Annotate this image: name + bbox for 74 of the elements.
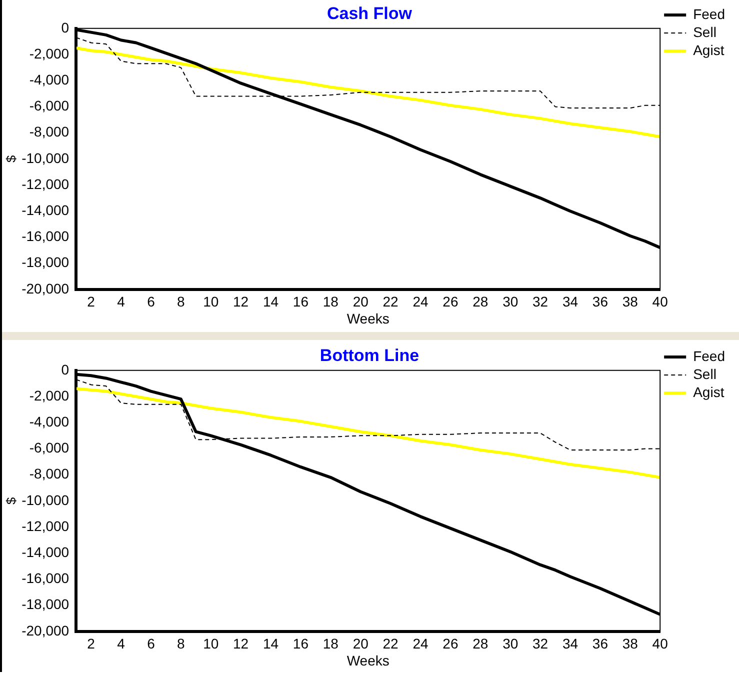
legend-label: Feed xyxy=(693,6,726,22)
y-tick-label: -18,000 xyxy=(22,596,70,612)
x-axis-title: Weeks xyxy=(346,652,390,668)
x-tick-label: 30 xyxy=(502,636,518,652)
x-tick-label: 16 xyxy=(292,636,309,652)
x-tick-label: 2 xyxy=(87,294,96,310)
x-tick-label: 2 xyxy=(87,636,96,652)
x-tick-label: 24 xyxy=(412,636,428,652)
x-tick-label: 36 xyxy=(592,636,608,652)
y-tick-label: -10,000 xyxy=(22,492,70,508)
x-tick-label: 20 xyxy=(352,294,369,310)
y-tick-label: -8,000 xyxy=(29,466,70,482)
y-tick-label: -10,000 xyxy=(22,150,70,166)
x-tick-label: 22 xyxy=(382,636,399,652)
y-tick-label: -4,000 xyxy=(29,413,70,430)
x-tick-label: 10 xyxy=(203,636,219,652)
y-tick-label: 0 xyxy=(61,19,70,36)
x-tick-label: 28 xyxy=(472,636,488,652)
y-tick-label: 0 xyxy=(61,361,70,378)
x-tick-label: 36 xyxy=(592,294,608,310)
legend-label: Agist xyxy=(693,384,724,400)
x-tick-label: 32 xyxy=(532,636,548,652)
x-tick-label: 14 xyxy=(262,636,279,652)
y-tick-label: -18,000 xyxy=(22,254,70,270)
x-axis-title: Weeks xyxy=(346,310,390,326)
y-tick-label: -14,000 xyxy=(22,202,70,218)
y-axis-title: $ xyxy=(3,154,18,163)
x-tick-label: 4 xyxy=(117,636,126,652)
x-tick-label: 40 xyxy=(652,636,668,652)
y-tick-label: -12,000 xyxy=(22,176,70,192)
x-tick-label: 32 xyxy=(532,294,548,310)
y-tick-label: -8,000 xyxy=(29,124,70,140)
y-tick-label: -6,000 xyxy=(29,98,70,114)
y-tick-label: -20,000 xyxy=(22,622,70,638)
x-tick-label: 26 xyxy=(442,636,458,652)
x-tick-label: 8 xyxy=(177,636,186,652)
x-tick-label: 24 xyxy=(412,294,428,310)
y-tick-label: -16,000 xyxy=(22,570,70,586)
y-tick-label: -6,000 xyxy=(29,440,70,456)
x-tick-label: 16 xyxy=(292,294,309,310)
y-tick-label: -16,000 xyxy=(22,228,70,244)
y-tick-label: -4,000 xyxy=(29,71,70,88)
x-tick-label: 10 xyxy=(203,294,219,310)
x-tick-label: 26 xyxy=(442,294,458,310)
x-tick-label: 18 xyxy=(322,636,339,652)
legend-label: Feed xyxy=(693,348,726,364)
x-tick-label: 14 xyxy=(262,294,279,310)
x-tick-label: 12 xyxy=(233,636,249,652)
x-tick-label: 40 xyxy=(652,294,668,310)
x-tick-label: 6 xyxy=(147,294,156,310)
x-tick-label: 20 xyxy=(352,636,369,652)
chart-title: Bottom Line xyxy=(320,346,420,365)
y-tick-label: -20,000 xyxy=(22,280,70,296)
legend-label: Sell xyxy=(693,366,716,382)
x-tick-label: 12 xyxy=(233,294,249,310)
x-tick-label: 4 xyxy=(117,294,126,310)
x-tick-label: 34 xyxy=(562,636,578,652)
x-tick-label: 34 xyxy=(562,294,578,310)
y-tick-label: -2,000 xyxy=(29,387,70,404)
y-tick-label: -14,000 xyxy=(22,544,70,560)
x-tick-label: 30 xyxy=(502,294,518,310)
x-tick-label: 8 xyxy=(177,294,186,310)
x-tick-label: 18 xyxy=(322,294,339,310)
x-tick-label: 22 xyxy=(382,294,399,310)
x-tick-label: 38 xyxy=(622,294,638,310)
legend-label: Sell xyxy=(693,24,716,40)
x-tick-label: 38 xyxy=(622,636,638,652)
x-tick-label: 6 xyxy=(147,636,156,652)
legend-label: Agist xyxy=(693,42,724,58)
y-axis-title: $ xyxy=(3,496,18,505)
y-tick-label: -12,000 xyxy=(22,518,70,534)
x-tick-label: 28 xyxy=(472,294,488,310)
y-tick-label: -2,000 xyxy=(29,45,70,62)
chart-title: Cash Flow xyxy=(326,4,413,23)
